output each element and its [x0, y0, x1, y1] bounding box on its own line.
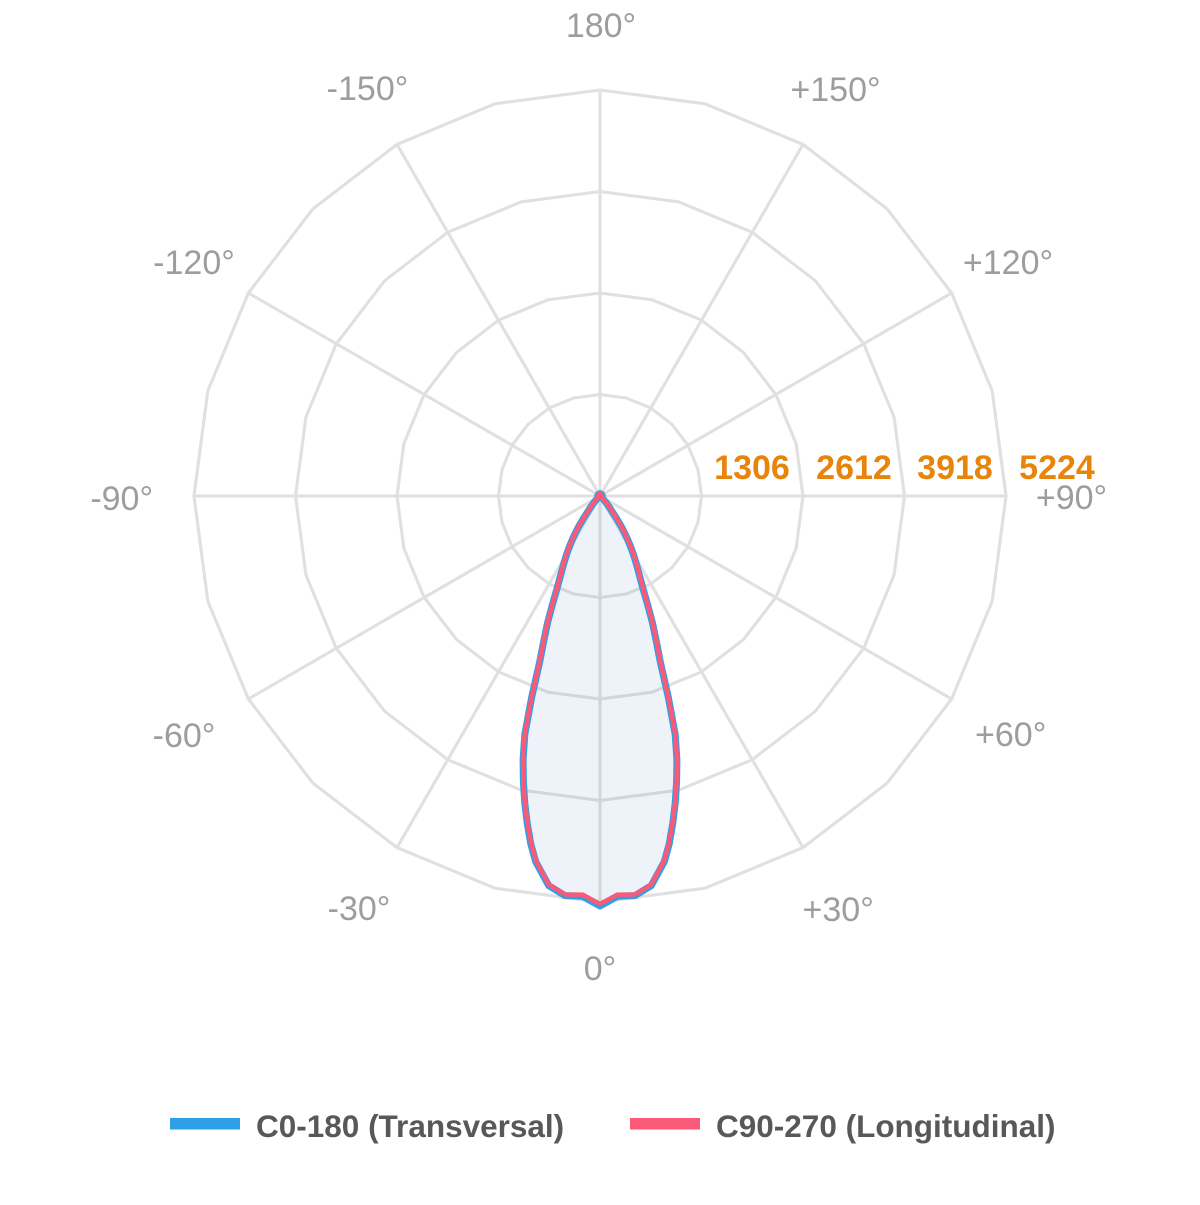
svg-text:1306: 1306: [714, 449, 790, 487]
svg-text:-90°: -90°: [90, 480, 153, 518]
svg-text:+150°: +150°: [790, 71, 880, 109]
svg-text:-150°: -150°: [327, 70, 409, 108]
svg-text:+90°: +90°: [1036, 479, 1107, 517]
svg-text:+60°: +60°: [975, 716, 1046, 754]
svg-text:5224: 5224: [1019, 449, 1095, 487]
svg-text:C90-270 (Longitudinal): C90-270 (Longitudinal): [716, 1108, 1056, 1144]
svg-text:C0-180 (Transversal): C0-180 (Transversal): [256, 1108, 564, 1144]
svg-text:-60°: -60°: [153, 717, 216, 755]
svg-text:-30°: -30°: [328, 890, 391, 928]
svg-text:0°: 0°: [584, 950, 617, 988]
svg-text:180°: 180°: [566, 7, 636, 45]
svg-text:3918: 3918: [917, 449, 993, 487]
svg-text:+120°: +120°: [963, 244, 1053, 282]
svg-text:+30°: +30°: [803, 891, 874, 929]
svg-text:-120°: -120°: [153, 244, 235, 282]
svg-text:2612: 2612: [816, 449, 892, 487]
